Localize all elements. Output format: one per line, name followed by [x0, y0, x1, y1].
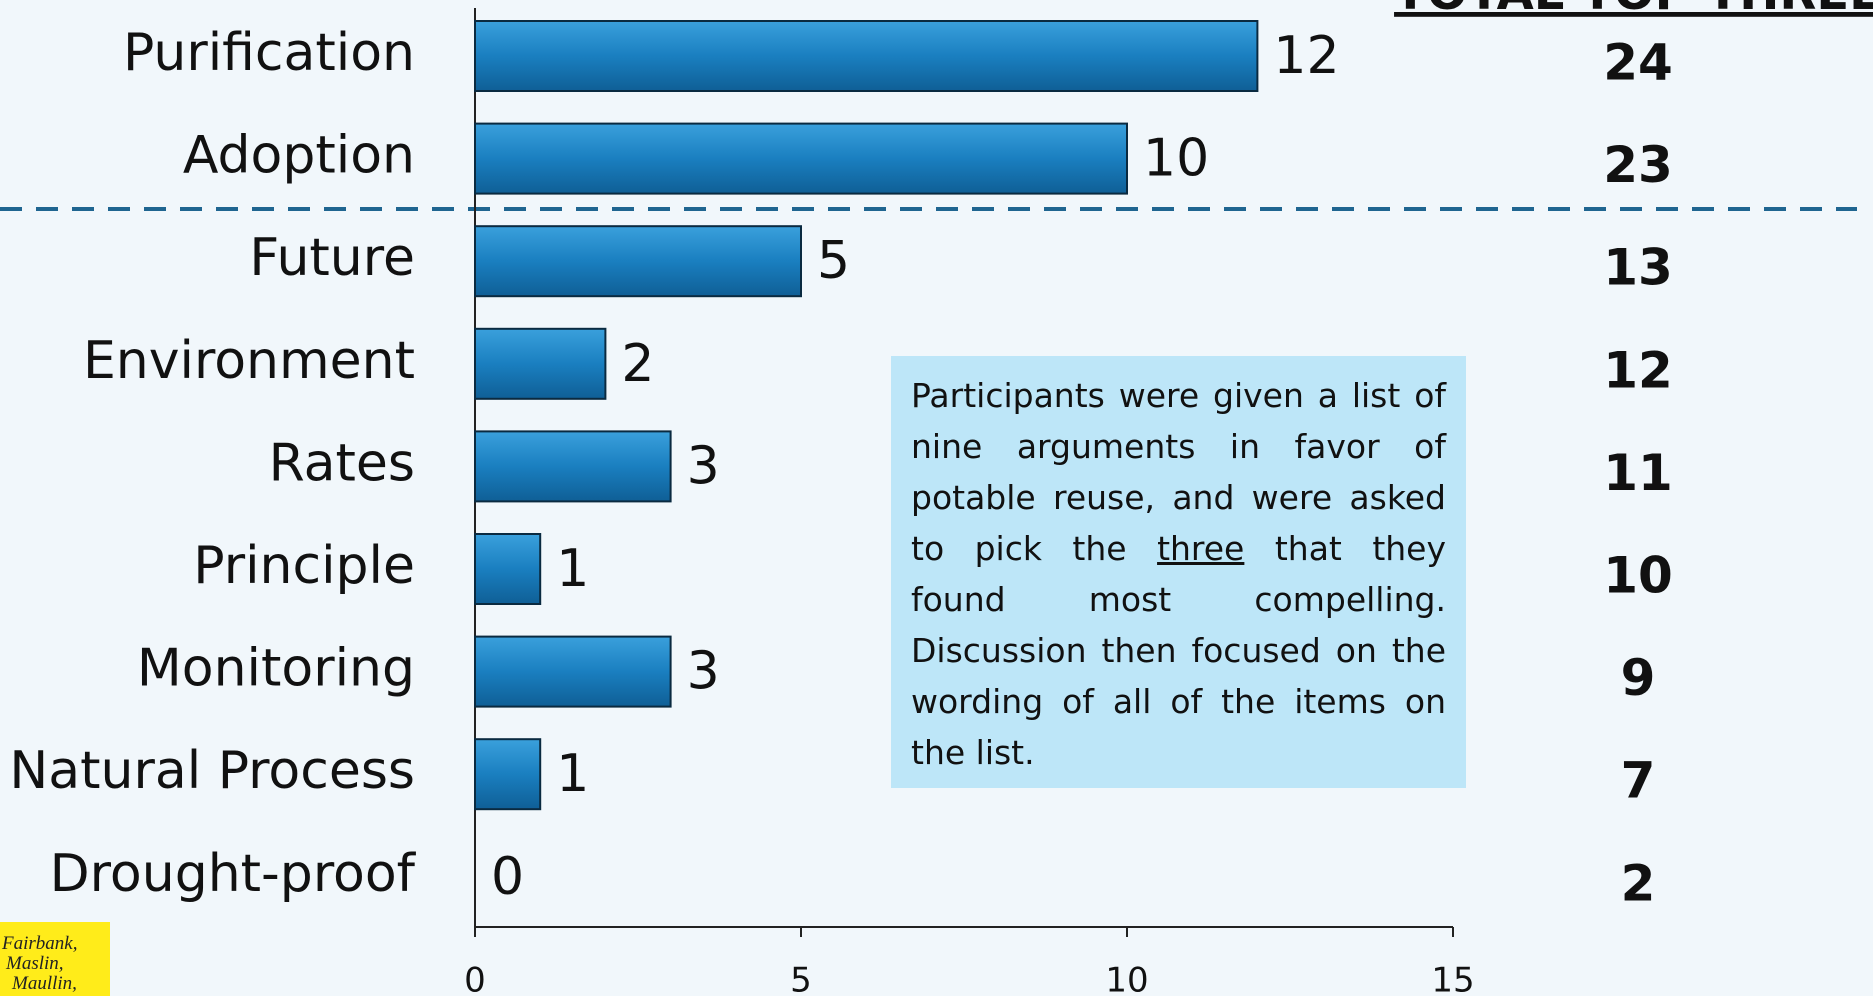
x-tick-label: 0 — [464, 961, 486, 996]
note-text: that they found most compelling. Discuss… — [911, 529, 1447, 772]
value-label: 1 — [556, 539, 589, 599]
x-tick-label: 10 — [1105, 961, 1148, 996]
value-label: 3 — [687, 642, 720, 702]
x-tick-label: 5 — [790, 961, 812, 996]
note-text: Participants were given a list of nine a… — [911, 376, 1446, 568]
bar — [474, 20, 1259, 92]
note-emphasis: three — [1157, 529, 1245, 568]
total-value: 12 — [1603, 341, 1673, 399]
category-label: Adoption — [183, 126, 415, 186]
total-value: 2 — [1621, 854, 1656, 912]
logo-line: Maslin, — [6, 953, 64, 974]
category-label: Drought-proof — [50, 844, 417, 904]
total-value: 10 — [1603, 547, 1673, 605]
value-label: 0 — [491, 847, 524, 907]
total-value: 13 — [1603, 239, 1673, 297]
bar — [474, 430, 672, 503]
bar — [474, 635, 672, 708]
category-label: Monitoring — [137, 639, 415, 699]
total-value: 23 — [1603, 136, 1673, 194]
value-label: 10 — [1143, 129, 1209, 189]
category-label: Rates — [269, 433, 415, 493]
category-label: Natural Process — [9, 741, 415, 801]
total-value: 7 — [1621, 752, 1656, 810]
value-label: 2 — [621, 334, 654, 394]
bar — [474, 738, 542, 811]
bar — [474, 122, 1128, 195]
category-label: Future — [249, 228, 415, 288]
total-value: 11 — [1603, 444, 1673, 502]
note-box: Participants were given a list of nine a… — [891, 356, 1466, 788]
logo-line: Fairbank, — [2, 933, 78, 954]
total-value: 24 — [1603, 34, 1673, 92]
category-label: Purification — [123, 23, 415, 83]
bar — [474, 533, 542, 605]
category-label: Environment — [83, 331, 415, 391]
value-label: 5 — [817, 231, 850, 291]
bar — [474, 225, 802, 298]
totals-header: TOTAL TOP THREE — [1394, 0, 1873, 21]
total-value: 9 — [1621, 649, 1656, 707]
value-label: 1 — [556, 744, 589, 804]
value-label: 3 — [687, 436, 720, 496]
logo: Fairbank, Maslin, Maullin, — [0, 922, 110, 996]
bar — [474, 327, 607, 400]
category-label: Principle — [193, 536, 415, 596]
x-tick-label: 15 — [1431, 961, 1474, 996]
value-label: 12 — [1273, 26, 1339, 86]
logo-line: Maullin, — [12, 973, 77, 994]
